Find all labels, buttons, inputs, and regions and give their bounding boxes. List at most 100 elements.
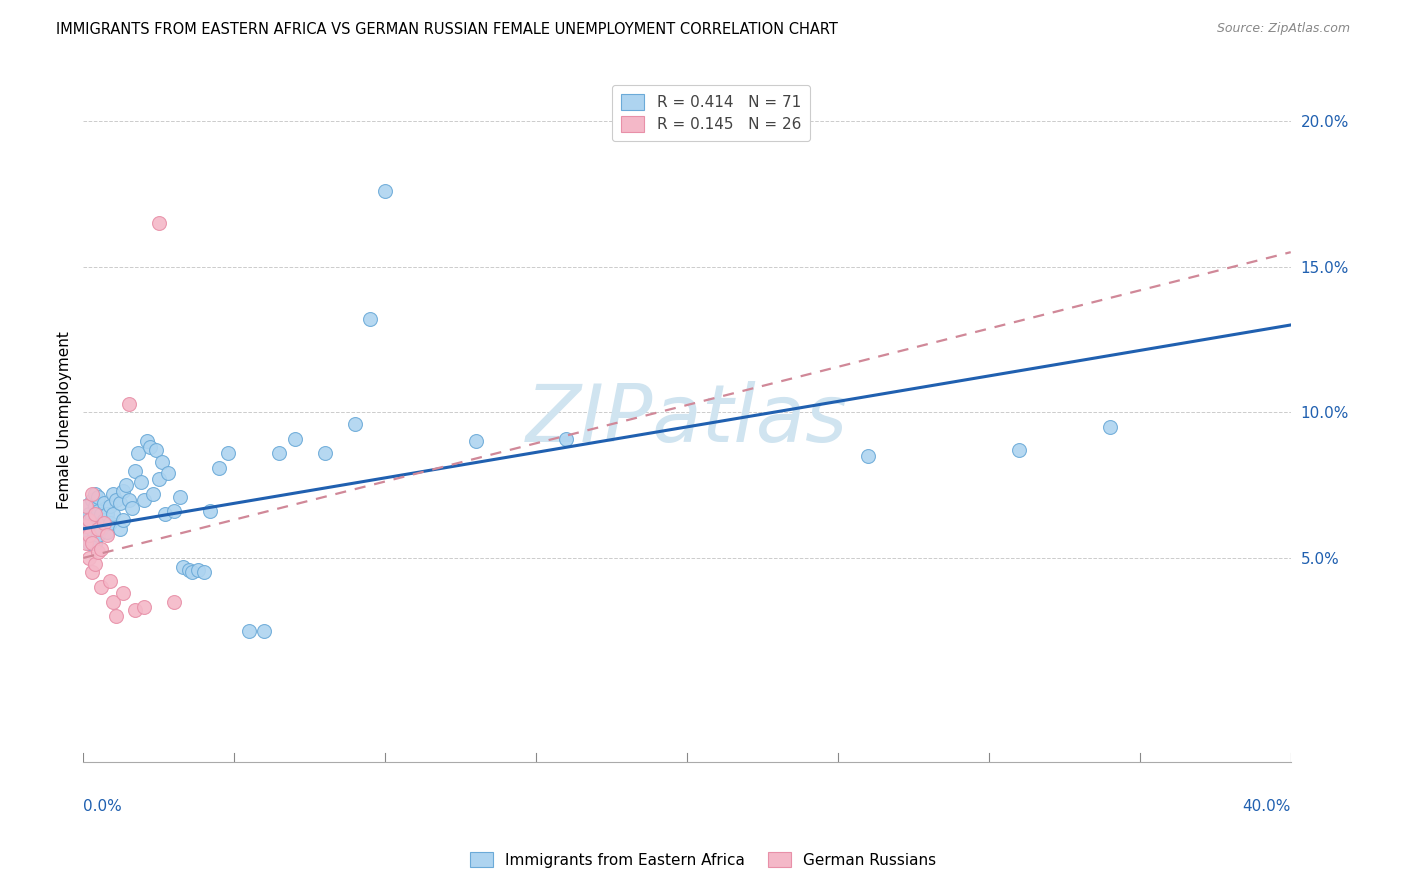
Point <box>90 542 112 557</box>
Point <box>111 586 134 600</box>
Point <box>96 527 118 541</box>
Text: IMMIGRANTS FROM EASTERN AFRICA VS GERMAN RUSSIAN FEMALE UNEMPLOYMENT CORRELATION: IMMIGRANTS FROM EASTERN AFRICA VS GERMAN… <box>56 22 838 37</box>
Point <box>132 492 155 507</box>
Point <box>148 216 170 230</box>
Point <box>96 508 118 522</box>
Point <box>181 566 204 580</box>
Point <box>82 510 104 524</box>
Point <box>343 417 366 431</box>
Point <box>75 499 97 513</box>
Point <box>208 460 231 475</box>
Point <box>269 446 291 460</box>
Y-axis label: Female Unemployment: Female Unemployment <box>58 331 72 508</box>
Text: 40.0%: 40.0% <box>1243 799 1291 814</box>
Point <box>90 580 112 594</box>
Point <box>75 536 97 550</box>
Point <box>153 508 176 522</box>
Point <box>555 432 578 446</box>
Point <box>84 536 107 550</box>
Point <box>127 446 149 460</box>
Point <box>177 563 200 577</box>
Point <box>172 559 194 574</box>
Point <box>84 557 107 571</box>
Point <box>79 516 101 530</box>
Point <box>84 499 107 513</box>
Point <box>105 492 128 507</box>
Point <box>87 545 110 559</box>
Point <box>79 527 101 541</box>
Point <box>253 624 276 638</box>
Point <box>156 467 179 481</box>
Point <box>87 522 110 536</box>
Point <box>124 603 146 617</box>
Point <box>169 490 191 504</box>
Point <box>75 519 97 533</box>
Point <box>314 446 336 460</box>
Legend: R = 0.414   N = 71, R = 0.145   N = 26: R = 0.414 N = 71, R = 0.145 N = 26 <box>612 85 810 142</box>
Point <box>1008 443 1031 458</box>
Point <box>163 594 186 608</box>
Point <box>284 432 307 446</box>
Point <box>93 495 115 509</box>
Point <box>138 440 160 454</box>
Point <box>198 504 221 518</box>
Point <box>93 516 115 530</box>
Point <box>117 396 139 410</box>
Point <box>82 522 104 536</box>
Point <box>75 513 97 527</box>
Point <box>114 478 136 492</box>
Point <box>148 472 170 486</box>
Text: 0.0%: 0.0% <box>83 799 122 814</box>
Point <box>87 527 110 541</box>
Point <box>82 566 104 580</box>
Point <box>111 513 134 527</box>
Point <box>238 624 260 638</box>
Text: ZIPatlas: ZIPatlas <box>526 381 848 458</box>
Point <box>111 483 134 498</box>
Point <box>193 566 215 580</box>
Point <box>374 184 396 198</box>
Point <box>124 464 146 478</box>
Point <box>82 487 104 501</box>
Point <box>84 487 107 501</box>
Point <box>103 594 125 608</box>
Point <box>96 524 118 539</box>
Point <box>217 446 239 460</box>
Point <box>105 609 128 624</box>
Point <box>84 508 107 522</box>
Point <box>87 504 110 518</box>
Point <box>100 574 122 589</box>
Point <box>82 533 104 548</box>
Point <box>79 550 101 565</box>
Point <box>75 499 97 513</box>
Point <box>75 522 97 536</box>
Point <box>142 487 165 501</box>
Point <box>121 501 143 516</box>
Point <box>90 508 112 522</box>
Text: Source: ZipAtlas.com: Source: ZipAtlas.com <box>1216 22 1350 36</box>
Point <box>103 508 125 522</box>
Point <box>359 312 381 326</box>
Legend: Immigrants from Eastern Africa, German Russians: Immigrants from Eastern Africa, German R… <box>463 844 943 875</box>
Point <box>79 527 101 541</box>
Point <box>135 434 157 449</box>
Point <box>187 563 209 577</box>
Point <box>84 513 107 527</box>
Point <box>87 490 110 504</box>
Point <box>93 513 115 527</box>
Point <box>856 449 879 463</box>
Point <box>82 492 104 507</box>
Point <box>150 455 173 469</box>
Point <box>108 495 131 509</box>
Point <box>132 600 155 615</box>
Point <box>79 513 101 527</box>
Point <box>129 475 152 490</box>
Point <box>464 434 486 449</box>
Point <box>163 504 186 518</box>
Point <box>103 487 125 501</box>
Point <box>100 499 122 513</box>
Point <box>79 536 101 550</box>
Point <box>79 508 101 522</box>
Point <box>1098 420 1121 434</box>
Point <box>100 516 122 530</box>
